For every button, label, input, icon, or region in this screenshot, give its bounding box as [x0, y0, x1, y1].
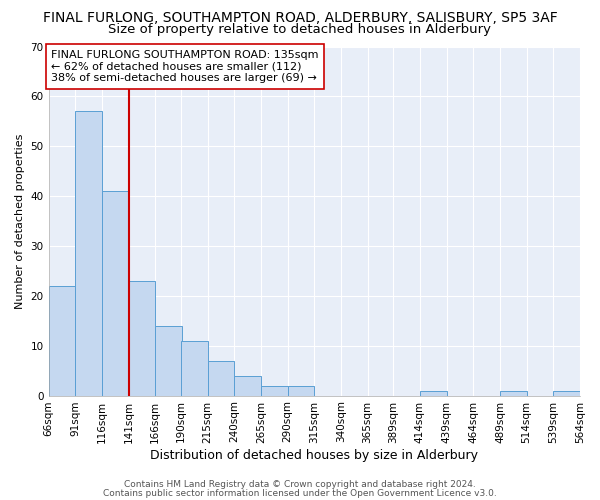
Bar [155, 326, 182, 396]
Bar [75, 112, 102, 396]
Text: Contains HM Land Registry data © Crown copyright and database right 2024.: Contains HM Land Registry data © Crown c… [124, 480, 476, 489]
Bar [49, 286, 75, 396]
Text: FINAL FURLONG SOUTHAMPTON ROAD: 135sqm
← 62% of detached houses are smaller (112: FINAL FURLONG SOUTHAMPTON ROAD: 135sqm ←… [51, 50, 319, 83]
Bar [102, 191, 128, 396]
Y-axis label: Number of detached properties: Number of detached properties [15, 134, 25, 308]
Bar [234, 376, 261, 396]
Bar [500, 390, 527, 396]
Text: FINAL FURLONG, SOUTHAMPTON ROAD, ALDERBURY, SALISBURY, SP5 3AF: FINAL FURLONG, SOUTHAMPTON ROAD, ALDERBU… [43, 11, 557, 25]
Bar [420, 390, 446, 396]
Text: Contains public sector information licensed under the Open Government Licence v3: Contains public sector information licen… [103, 488, 497, 498]
Bar [128, 281, 155, 396]
Bar [208, 360, 234, 396]
Text: Size of property relative to detached houses in Alderbury: Size of property relative to detached ho… [109, 22, 491, 36]
X-axis label: Distribution of detached houses by size in Alderbury: Distribution of detached houses by size … [150, 450, 478, 462]
Bar [287, 386, 314, 396]
Bar [261, 386, 287, 396]
Bar [181, 340, 208, 396]
Bar [553, 390, 580, 396]
